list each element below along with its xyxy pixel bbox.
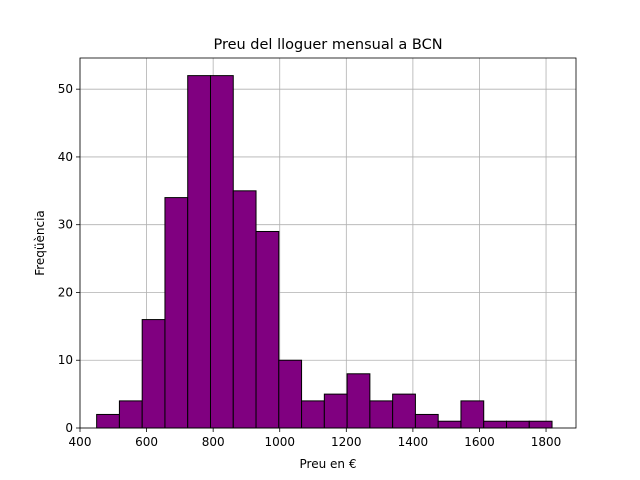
histogram-bar [141,319,166,429]
histogram-bar [209,75,234,429]
histogram-bar [346,373,371,429]
x-tick-label: 1800 [531,435,562,449]
histogram-bar [96,413,120,429]
y-axis-label: Freqüència [33,210,47,276]
x-tick-label: 1200 [331,435,362,449]
histogram-bar [278,359,303,429]
histogram-bar [118,400,143,429]
y-tick-label: 30 [58,218,73,232]
histogram-bar [255,230,280,429]
histogram-bar [392,393,416,429]
x-tick-label: 1600 [464,435,495,449]
histogram-bar [187,75,211,429]
y-tick-label: 40 [58,150,73,164]
histogram-bar [232,190,257,429]
y-tick-label: 20 [58,285,73,299]
x-tick-label: 400 [69,435,92,449]
histogram-bar [414,413,439,429]
y-tick-label: 0 [65,421,73,435]
histogram-bar [483,420,507,429]
axes-frame [79,57,577,429]
histogram-bar [369,400,394,429]
histogram-bars [96,75,553,429]
histogram-bar [164,197,189,429]
histogram-bar [528,420,553,429]
x-axis-label: Preu en € [300,457,357,471]
x-tick-label: 800 [202,435,225,449]
y-tick-label: 50 [58,82,73,96]
histogram-bar [323,393,348,429]
x-tick-label: 600 [135,435,158,449]
y-tick-label: 10 [58,353,73,367]
chart-title: Preu del lloguer mensual a BCN [213,37,442,53]
x-tick-label: 1000 [264,435,295,449]
histogram-bar [301,400,325,429]
axis-ticks: 400 600 800 1000 1200 1400 1600 1800 0 10 20 30 40 50 [58,82,562,449]
histogram-bar [437,420,462,429]
histogram-bar [460,400,485,429]
x-tick-label: 1400 [398,435,429,449]
histogram-bar [505,420,530,429]
